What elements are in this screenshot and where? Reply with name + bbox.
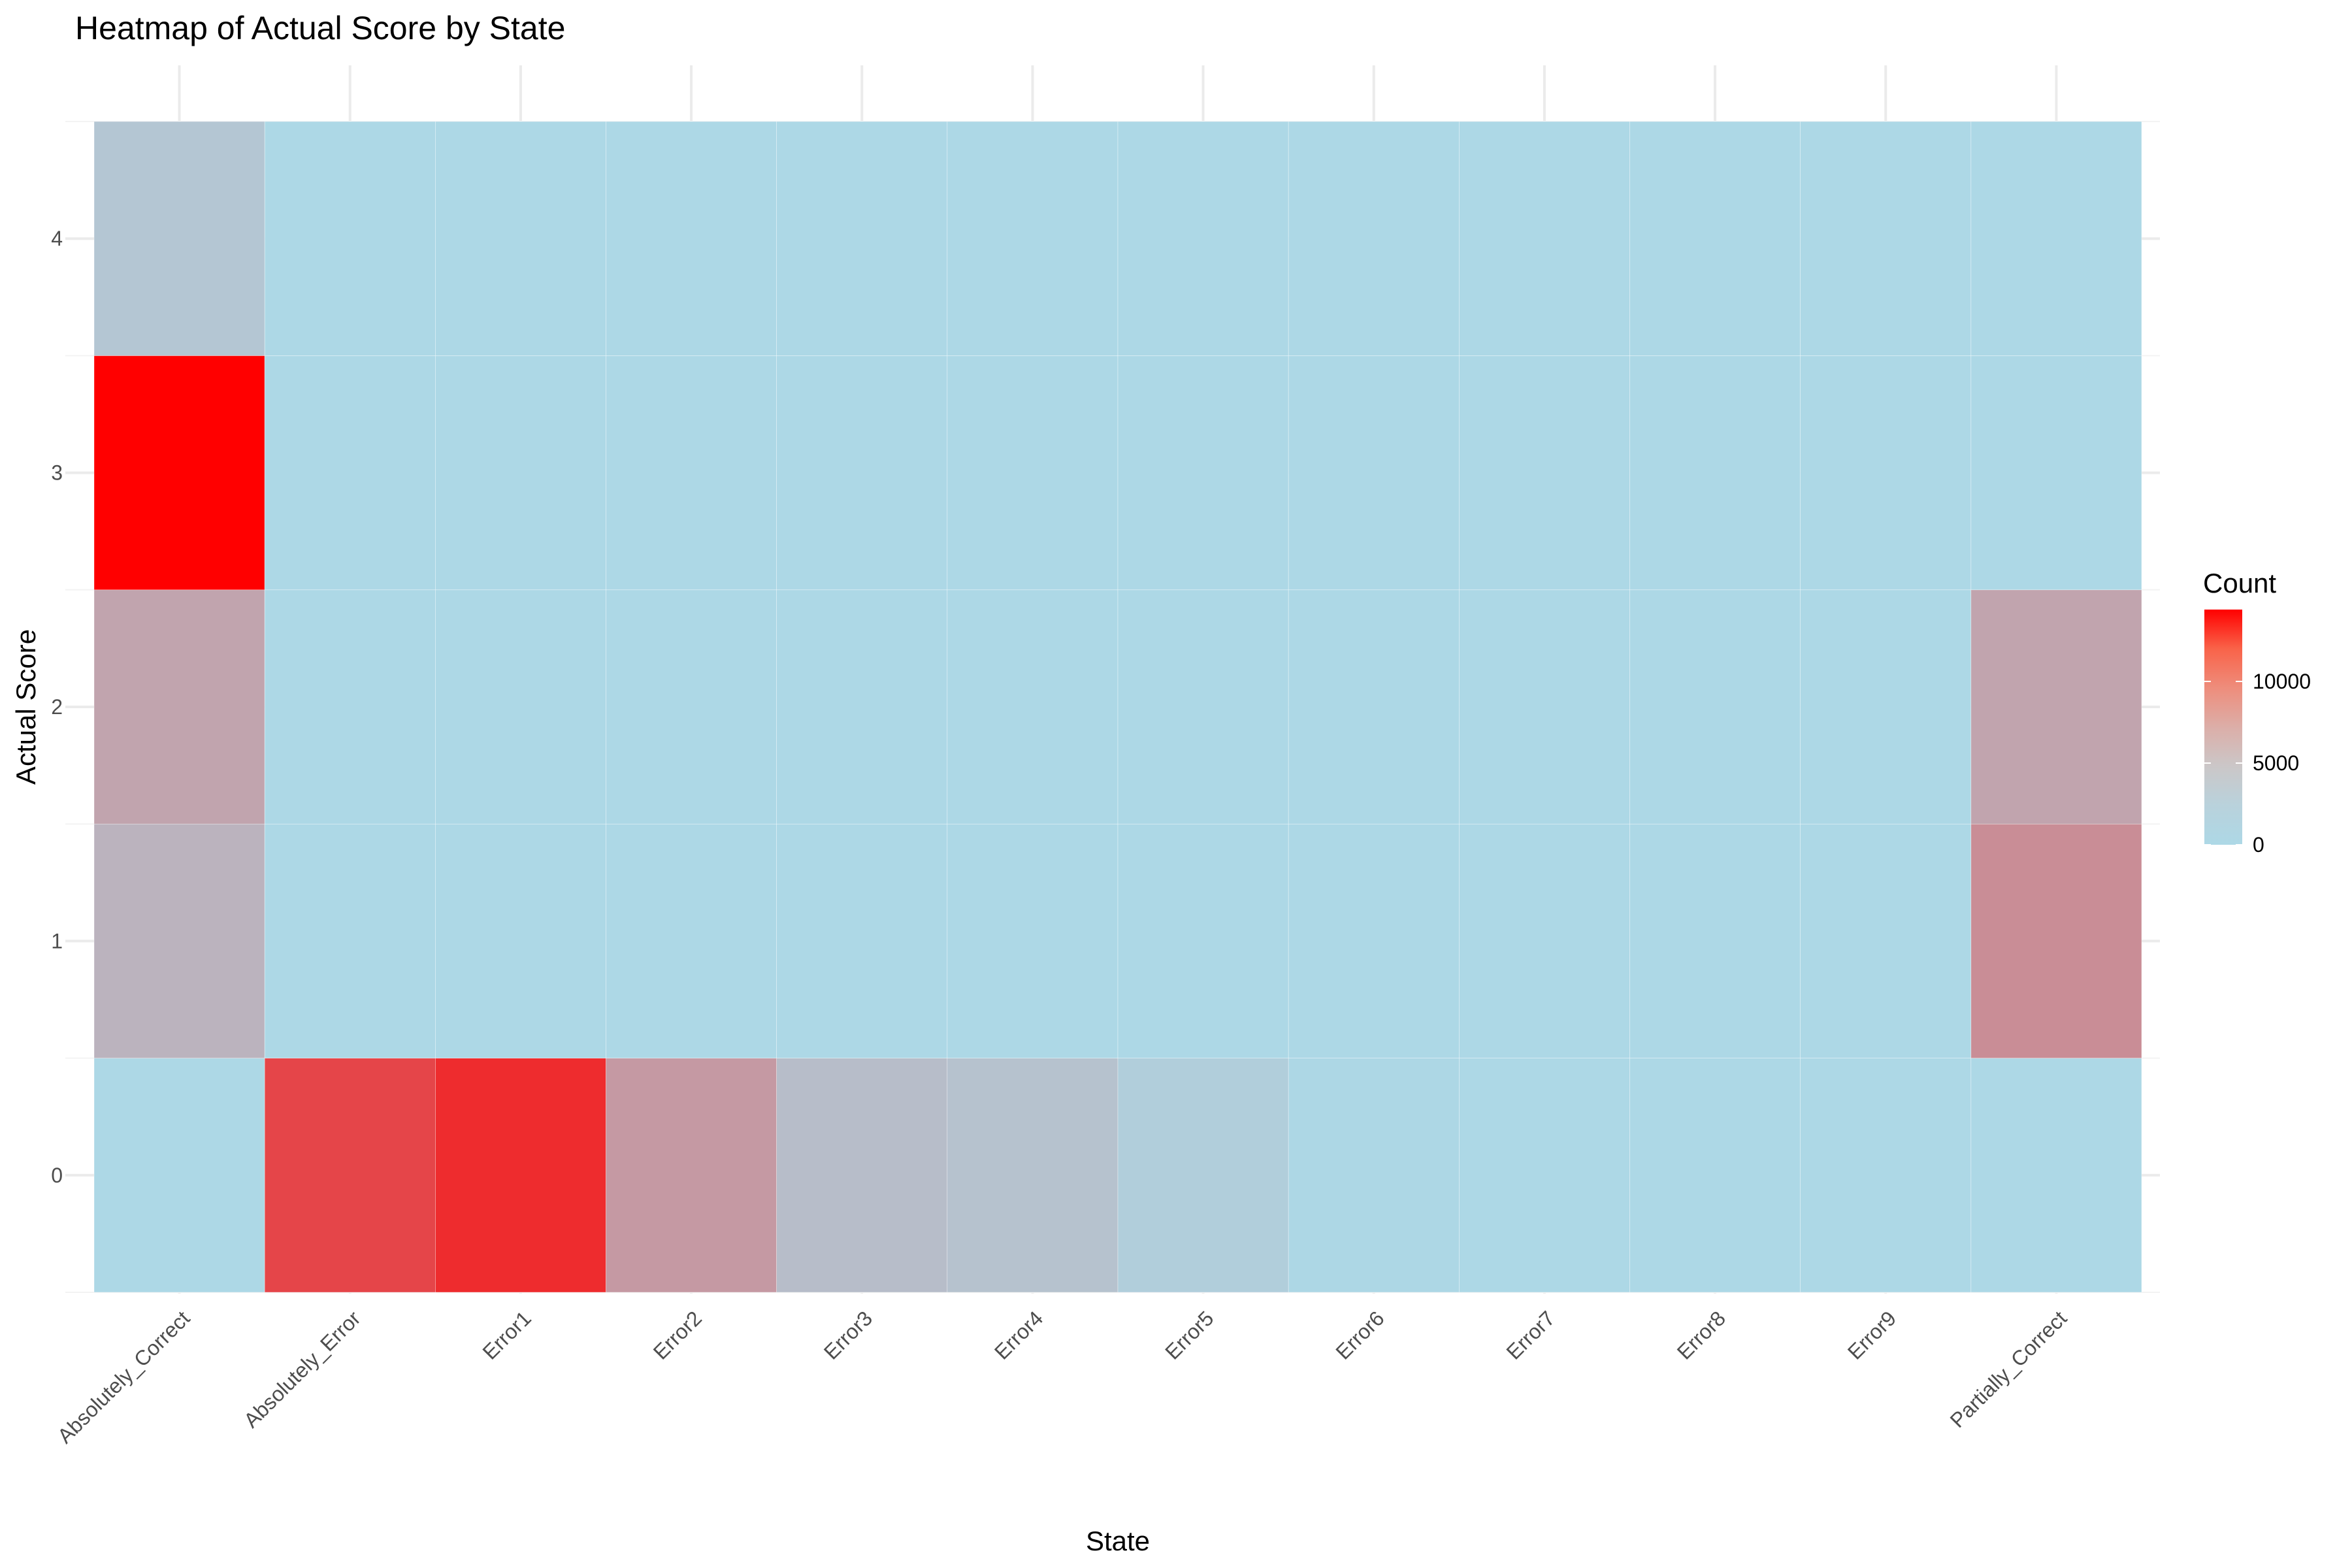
legend-title: Count	[2203, 568, 2276, 598]
heatmap-cell	[1288, 589, 1460, 825]
heatmap-cell	[264, 589, 436, 825]
heatmap-cell	[1800, 121, 1972, 356]
heatmap-cell	[947, 589, 1119, 825]
y-tick-label: 4	[51, 227, 63, 250]
heatmap-cell	[1629, 1058, 1801, 1293]
heatmap-cell	[1117, 355, 1289, 591]
heatmap-cell	[1970, 823, 2142, 1058]
heatmap-cell	[435, 823, 606, 1058]
heatmap-cell	[1970, 121, 2142, 356]
legend-color-bar	[2204, 610, 2242, 845]
heatmap-cell	[1459, 823, 1630, 1058]
heatmap-cells	[93, 121, 2142, 1293]
heatmap-cell	[1117, 823, 1289, 1058]
heatmap-cell	[1800, 355, 1972, 591]
heatmap-cell	[435, 589, 606, 825]
heatmap-cell	[1629, 589, 1801, 825]
heatmap-cell	[1117, 589, 1289, 825]
heatmap-cell	[1800, 589, 1972, 825]
heatmap-cell	[1970, 1058, 2142, 1293]
heatmap-cell	[776, 823, 948, 1058]
legend-tick-label: 0	[2253, 833, 2264, 857]
heatmap-cell	[93, 823, 265, 1058]
heatmap-cell	[606, 589, 777, 825]
heatmap-cell	[1629, 355, 1801, 591]
y-tick-label: 0	[51, 1164, 63, 1187]
heatmap-cell	[947, 355, 1119, 591]
heatmap-cell	[93, 1058, 265, 1293]
legend-tick-label: 10000	[2253, 670, 2311, 693]
heatmap-cell	[606, 823, 777, 1058]
heatmap-cell	[1459, 1058, 1630, 1293]
heatmap-cell	[606, 355, 777, 591]
heatmap-cell	[264, 355, 436, 591]
heatmap-cell	[1117, 1058, 1289, 1293]
heatmap-cell	[264, 823, 436, 1058]
heatmap-cell	[435, 1058, 606, 1293]
heatmap-cell	[93, 589, 265, 825]
heatmap-cell	[606, 121, 777, 356]
heatmap-cell	[947, 823, 1119, 1058]
heatmap-cell	[776, 121, 948, 356]
heatmap-cell	[1459, 589, 1630, 825]
heatmap-cell	[1629, 121, 1801, 356]
heatmap-cell	[1288, 121, 1460, 356]
heatmap-cell	[606, 1058, 777, 1293]
heatmap-cell	[1629, 823, 1801, 1058]
legend-ticks: 0 5000 10000	[2204, 670, 2311, 857]
heatmap-cell	[947, 121, 1119, 356]
legend: Count 0 5000 10000	[2203, 568, 2311, 857]
x-axis-label: State	[1086, 1526, 1150, 1556]
heatmap-cell	[264, 121, 436, 356]
heatmap-cell	[93, 121, 265, 356]
heatmap-cell	[93, 355, 265, 591]
heatmap-cell	[1459, 121, 1630, 356]
heatmap-cell	[1970, 589, 2142, 825]
heatmap-cell	[776, 589, 948, 825]
heatmap-cell	[435, 121, 606, 356]
heatmap-cell	[776, 355, 948, 591]
y-tick-label: 1	[51, 929, 63, 953]
y-tick-label: 2	[51, 695, 63, 719]
legend-tick-label: 5000	[2253, 751, 2299, 775]
heatmap-cell	[947, 1058, 1119, 1293]
y-axis-label: Actual Score	[10, 629, 41, 785]
heatmap-cell	[1800, 1058, 1972, 1293]
heatmap-cell	[1288, 1058, 1460, 1293]
heatmap-cell	[435, 355, 606, 591]
heatmap-cell	[1288, 355, 1460, 591]
y-axis-ticks: 0 1 2 3 4	[51, 227, 63, 1187]
heatmap-cell	[1970, 355, 2142, 591]
chart-title: Heatmap of Actual Score by State	[75, 10, 565, 46]
heatmap-cell	[264, 1058, 436, 1293]
heatmap-cell	[776, 1058, 948, 1293]
heatmap-cell	[1459, 355, 1630, 591]
heatmap-cell	[1288, 823, 1460, 1058]
y-tick-label: 3	[51, 461, 63, 485]
heatmap-cell	[1800, 823, 1972, 1058]
heatmap-cell	[1117, 121, 1289, 356]
